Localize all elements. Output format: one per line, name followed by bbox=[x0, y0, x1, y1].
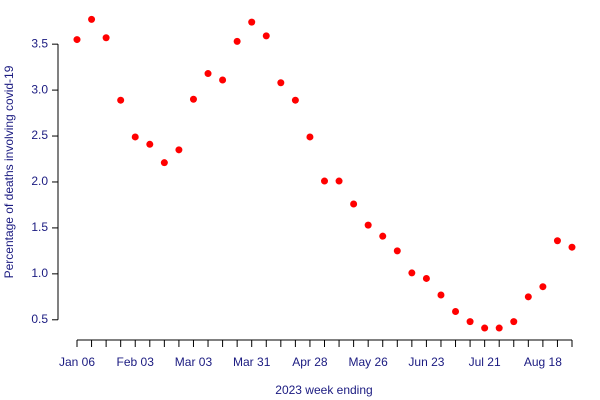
point bbox=[379, 232, 387, 240]
y-axis-label: Percentage of deaths involving covid-19 bbox=[2, 65, 16, 278]
point bbox=[277, 79, 285, 87]
x-tick-label: Mar 03 bbox=[175, 355, 213, 369]
point bbox=[189, 95, 197, 103]
point bbox=[306, 133, 314, 141]
point bbox=[88, 15, 96, 23]
y-tick-label: 2.0 bbox=[31, 174, 48, 188]
point bbox=[422, 274, 430, 282]
point bbox=[204, 70, 212, 78]
y-tick-label: 1.5 bbox=[31, 220, 48, 234]
y-tick-label: 2.5 bbox=[31, 128, 48, 142]
point bbox=[524, 293, 532, 301]
x-axis-label: 2023 week ending bbox=[275, 383, 372, 397]
point bbox=[248, 18, 256, 26]
point bbox=[510, 318, 518, 326]
point bbox=[452, 308, 460, 316]
point bbox=[233, 37, 241, 45]
point bbox=[350, 200, 358, 208]
point bbox=[73, 36, 81, 44]
x-tick-label: Feb 03 bbox=[117, 355, 155, 369]
point bbox=[495, 324, 503, 332]
point bbox=[321, 177, 328, 185]
point bbox=[262, 32, 270, 40]
x-tick-label: Apr 28 bbox=[292, 355, 328, 369]
point bbox=[219, 76, 227, 84]
point bbox=[146, 140, 154, 148]
point bbox=[117, 96, 125, 104]
point bbox=[364, 221, 372, 229]
point bbox=[539, 283, 547, 291]
point bbox=[175, 146, 183, 154]
y-tick-label: 3.0 bbox=[31, 82, 48, 96]
y-tick-label: 0.5 bbox=[31, 312, 48, 326]
point bbox=[408, 269, 416, 277]
point bbox=[466, 318, 474, 326]
point bbox=[393, 247, 401, 255]
point bbox=[102, 34, 110, 42]
point bbox=[568, 243, 576, 251]
x-tick-label: Mar 31 bbox=[233, 355, 271, 369]
point bbox=[437, 291, 445, 299]
point bbox=[481, 324, 489, 332]
x-tick-label: May 26 bbox=[348, 355, 388, 369]
point bbox=[160, 159, 168, 167]
y-tick-label: 3.5 bbox=[31, 36, 48, 50]
point bbox=[335, 177, 343, 185]
x-tick-label: Jun 23 bbox=[408, 355, 444, 369]
point bbox=[553, 237, 561, 245]
y-tick-label: 1.0 bbox=[31, 266, 48, 280]
point bbox=[291, 96, 299, 104]
point bbox=[131, 133, 139, 141]
x-tick-label: Aug 18 bbox=[524, 355, 562, 369]
x-tick-label: Jan 06 bbox=[59, 355, 95, 369]
x-tick-label: Jul 21 bbox=[469, 355, 501, 369]
